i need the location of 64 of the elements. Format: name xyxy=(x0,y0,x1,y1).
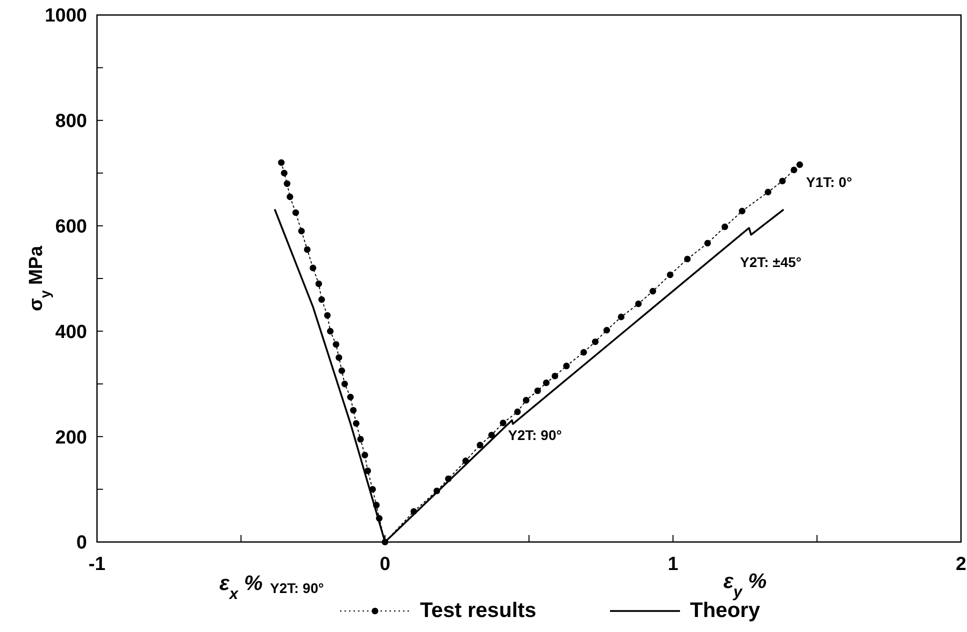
point xyxy=(779,178,786,184)
point xyxy=(522,396,530,404)
point xyxy=(542,380,550,386)
y-tick-label: 600 xyxy=(55,216,87,238)
point xyxy=(336,354,342,361)
point xyxy=(684,256,691,262)
point xyxy=(635,300,642,308)
x-tick-label: 1 xyxy=(668,554,679,575)
point xyxy=(352,420,360,427)
point xyxy=(362,452,368,458)
point xyxy=(790,166,798,174)
point xyxy=(292,209,300,216)
point xyxy=(318,296,325,303)
point xyxy=(650,288,656,294)
point xyxy=(796,161,804,168)
point xyxy=(552,372,558,380)
point xyxy=(350,406,357,414)
point xyxy=(315,280,322,288)
point xyxy=(304,246,311,253)
point xyxy=(722,224,728,230)
point xyxy=(332,341,340,348)
x-tick-label: -1 xyxy=(88,554,106,575)
point xyxy=(592,338,599,346)
point xyxy=(534,387,541,394)
point xyxy=(603,326,610,334)
point xyxy=(341,380,348,388)
point xyxy=(324,312,331,319)
point xyxy=(278,159,285,166)
point xyxy=(286,194,294,200)
legend-label: Test results xyxy=(420,599,536,622)
annotation: Y2T: 90° xyxy=(508,426,562,443)
y-tick-label: 800 xyxy=(55,111,87,132)
point xyxy=(704,240,711,246)
point xyxy=(500,420,506,426)
point xyxy=(476,442,484,448)
point xyxy=(364,468,372,474)
legend-label: Theory xyxy=(690,599,760,622)
point xyxy=(326,328,334,334)
point xyxy=(298,228,305,234)
annotation: Y2T: ±45° xyxy=(740,254,802,270)
point xyxy=(738,208,746,214)
point xyxy=(357,436,364,443)
point xyxy=(347,394,354,400)
point xyxy=(338,367,346,374)
y-tick-label: 1000 xyxy=(44,6,87,27)
point xyxy=(310,264,316,272)
point xyxy=(764,188,772,196)
point xyxy=(580,348,588,356)
y-tick-label: 0 xyxy=(76,532,87,554)
point xyxy=(666,272,674,278)
text: Y2T: 90° xyxy=(270,580,324,596)
text: ε$_{y}$ % xyxy=(723,570,767,600)
point xyxy=(618,314,624,320)
y-tick-label: 200 xyxy=(55,427,87,448)
x-tick-label: 2 xyxy=(956,554,966,575)
point xyxy=(514,408,521,416)
x-axis-title: ε$_{x}$ % xyxy=(219,572,263,602)
x-tick-label: 0 xyxy=(380,554,390,575)
point xyxy=(284,180,290,187)
annotation: Y1T: 0° xyxy=(806,174,852,190)
point xyxy=(488,432,495,438)
point xyxy=(563,362,570,370)
y-tick-label: 400 xyxy=(55,322,87,343)
point xyxy=(280,170,288,176)
